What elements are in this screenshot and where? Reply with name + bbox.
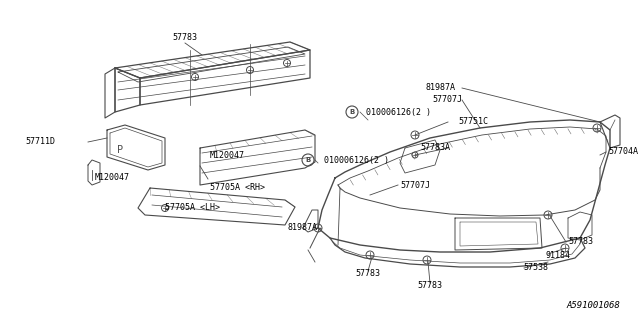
Text: 91184: 91184 (545, 252, 570, 260)
Text: 81987A: 81987A (425, 84, 455, 92)
Text: 57705A <LH>: 57705A <LH> (165, 204, 220, 212)
Text: 57783: 57783 (173, 34, 198, 43)
Text: M120047: M120047 (95, 173, 130, 182)
Text: 010006126(2 ): 010006126(2 ) (324, 156, 389, 164)
Text: 57783: 57783 (355, 269, 381, 278)
Text: 57711D: 57711D (25, 138, 55, 147)
Text: B: B (305, 157, 310, 164)
Text: 57704A: 57704A (608, 148, 638, 156)
Text: 81987A: 81987A (288, 223, 318, 233)
Text: M120047: M120047 (210, 151, 245, 161)
Text: 57783: 57783 (417, 282, 442, 291)
Text: A591001068: A591001068 (566, 301, 620, 310)
Text: 57751C: 57751C (458, 117, 488, 126)
Text: 57538: 57538 (523, 263, 548, 273)
Text: 57783: 57783 (568, 237, 593, 246)
Text: B: B (349, 109, 355, 116)
Text: 010006126(2 ): 010006126(2 ) (366, 108, 431, 116)
Text: 57707J: 57707J (432, 95, 462, 105)
Text: 57783A: 57783A (420, 143, 450, 153)
Text: 57705A <RH>: 57705A <RH> (210, 183, 265, 193)
Text: 57707J: 57707J (400, 180, 430, 189)
Text: P: P (117, 145, 123, 155)
